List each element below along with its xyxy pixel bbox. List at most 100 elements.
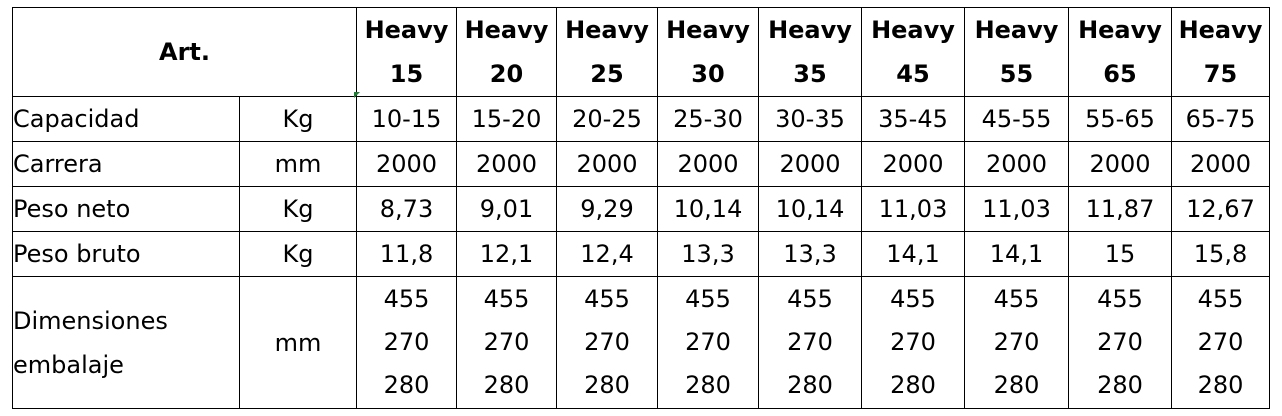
value-cell: 10-15	[356, 96, 457, 142]
dimension-value: 270	[685, 328, 731, 356]
art-label: Art.	[159, 38, 210, 66]
model-header-cell: Heavy 15	[356, 7, 457, 97]
value-cell: 15-20	[456, 96, 557, 142]
value-cell: 11,8	[356, 231, 457, 277]
model-name: Heavy	[364, 16, 449, 44]
table-row-capacidad: Capacidad Kg 10-15 15-20 20-25 25-30 30-…	[12, 96, 1270, 142]
dimensions-cell: 455 270 280	[964, 276, 1069, 409]
dimension-value: 455	[890, 285, 936, 313]
row-label: Carrera	[12, 141, 240, 187]
table-row-dimensiones: Dimensiones embalaje mm 455 270 280 455 270…	[12, 276, 1270, 409]
dimension-value: 455	[584, 285, 630, 313]
dimensions-cell: 455 270 280	[758, 276, 862, 409]
row-label: Peso neto	[12, 186, 240, 232]
dimensions-cell: 455 270 280	[456, 276, 557, 409]
model-number: 20	[489, 60, 524, 88]
dimension-value: 280	[483, 371, 530, 399]
model-number: 55	[999, 60, 1034, 88]
value-cell: 35-45	[861, 96, 965, 142]
cell-comment-marker	[354, 92, 360, 98]
value-cell: 10,14	[758, 186, 862, 232]
value-cell: 8,73	[356, 186, 457, 232]
model-name: Heavy	[1178, 16, 1263, 44]
dimensions-cell: 455 270 280	[556, 276, 658, 409]
value-cell: 15	[1068, 231, 1172, 277]
dimensions-cell: 455 270 280	[657, 276, 759, 409]
value-cell: 2000	[456, 141, 557, 187]
model-number: 30	[691, 60, 725, 88]
value-cell: 13,3	[758, 231, 862, 277]
table-row-peso-neto: Peso neto Kg 8,73 9,01 9,29 10,14 10,14 …	[12, 186, 1270, 232]
model-header-cell: Heavy 20	[456, 7, 557, 97]
value-cell: 2000	[758, 141, 862, 187]
value-cell: 2000	[1068, 141, 1172, 187]
model-number: 25	[590, 60, 624, 88]
value-cell: 20-25	[556, 96, 658, 142]
value-cell: 55-65	[1068, 96, 1172, 142]
dimension-value: 270	[890, 328, 936, 356]
dimension-value: 270	[993, 328, 1040, 356]
table-row-carrera: Carrera mm 2000 2000 2000 2000 2000 2000…	[12, 141, 1270, 187]
value-cell: 10,14	[657, 186, 759, 232]
row-unit: mm	[239, 276, 357, 409]
value-cell: 2000	[657, 141, 759, 187]
model-header-cell: Heavy 55	[964, 7, 1069, 97]
value-cell: 12,67	[1171, 186, 1270, 232]
dimension-value: 455	[383, 285, 430, 313]
value-cell: 12,1	[456, 231, 557, 277]
model-number: 15	[389, 60, 424, 88]
value-cell: 65-75	[1171, 96, 1270, 142]
dimension-value: 455	[1197, 285, 1244, 313]
model-name: Heavy	[1078, 16, 1162, 44]
dimension-value: 270	[383, 328, 430, 356]
dimension-value: 280	[993, 371, 1040, 399]
header-row: Art. Heavy 15 Heavy 20 Heavy 25 Heavy 30 Hea…	[12, 7, 1270, 97]
dimension-value: 455	[685, 285, 731, 313]
model-number: 45	[896, 60, 930, 88]
row-label: Capacidad	[12, 96, 240, 142]
value-cell: 2000	[861, 141, 965, 187]
model-header-cell: Heavy 25	[556, 7, 658, 97]
dimension-value: 270	[483, 328, 530, 356]
model-header-cell: Heavy 75	[1171, 7, 1270, 97]
model-name: Heavy	[464, 16, 549, 44]
model-name: Heavy	[565, 16, 649, 44]
value-cell: 2000	[356, 141, 457, 187]
dimensions-cell: 455 270 280	[1068, 276, 1172, 409]
row-unit: Kg	[239, 186, 357, 232]
dimensions-cell: 455 270 280	[861, 276, 965, 409]
dimension-value: 280	[383, 371, 430, 399]
value-cell: 11,03	[964, 186, 1069, 232]
value-cell: 14,1	[964, 231, 1069, 277]
value-cell: 15,8	[1171, 231, 1270, 277]
model-name: Heavy	[666, 16, 750, 44]
value-cell: 30-35	[758, 96, 862, 142]
row-unit: mm	[239, 141, 357, 187]
dimension-value: 280	[1097, 371, 1143, 399]
value-cell: 9,01	[456, 186, 557, 232]
dimension-value: 280	[787, 371, 833, 399]
dimension-value: 270	[787, 328, 833, 356]
value-cell: 2000	[964, 141, 1069, 187]
spec-table: Art. Heavy 15 Heavy 20 Heavy 25 Heavy 30 Hea…	[12, 7, 1270, 409]
value-cell: 45-55	[964, 96, 1069, 142]
value-cell: 13,3	[657, 231, 759, 277]
value-cell: 2000	[1171, 141, 1270, 187]
dimension-value: 270	[1097, 328, 1143, 356]
dimension-value: 455	[1097, 285, 1143, 313]
dimension-value: 455	[993, 285, 1040, 313]
row-unit: Kg	[239, 231, 357, 277]
model-header-cell: Heavy 65	[1068, 7, 1172, 97]
model-name: Heavy	[768, 16, 852, 44]
value-cell: 2000	[556, 141, 658, 187]
row-label: Peso bruto	[12, 231, 240, 277]
table-row-peso-bruto: Peso bruto Kg 11,8 12,1 12,4 13,3 13,3 1…	[12, 231, 1270, 277]
dimension-value: 280	[1197, 371, 1244, 399]
value-cell: 12,4	[556, 231, 658, 277]
art-header-cell: Art.	[12, 7, 357, 97]
dimension-value: 280	[890, 371, 936, 399]
row-unit: Kg	[239, 96, 357, 142]
dimensions-cell: 455 270 280	[356, 276, 457, 409]
dimension-value: 280	[685, 371, 731, 399]
value-cell: 14,1	[861, 231, 965, 277]
